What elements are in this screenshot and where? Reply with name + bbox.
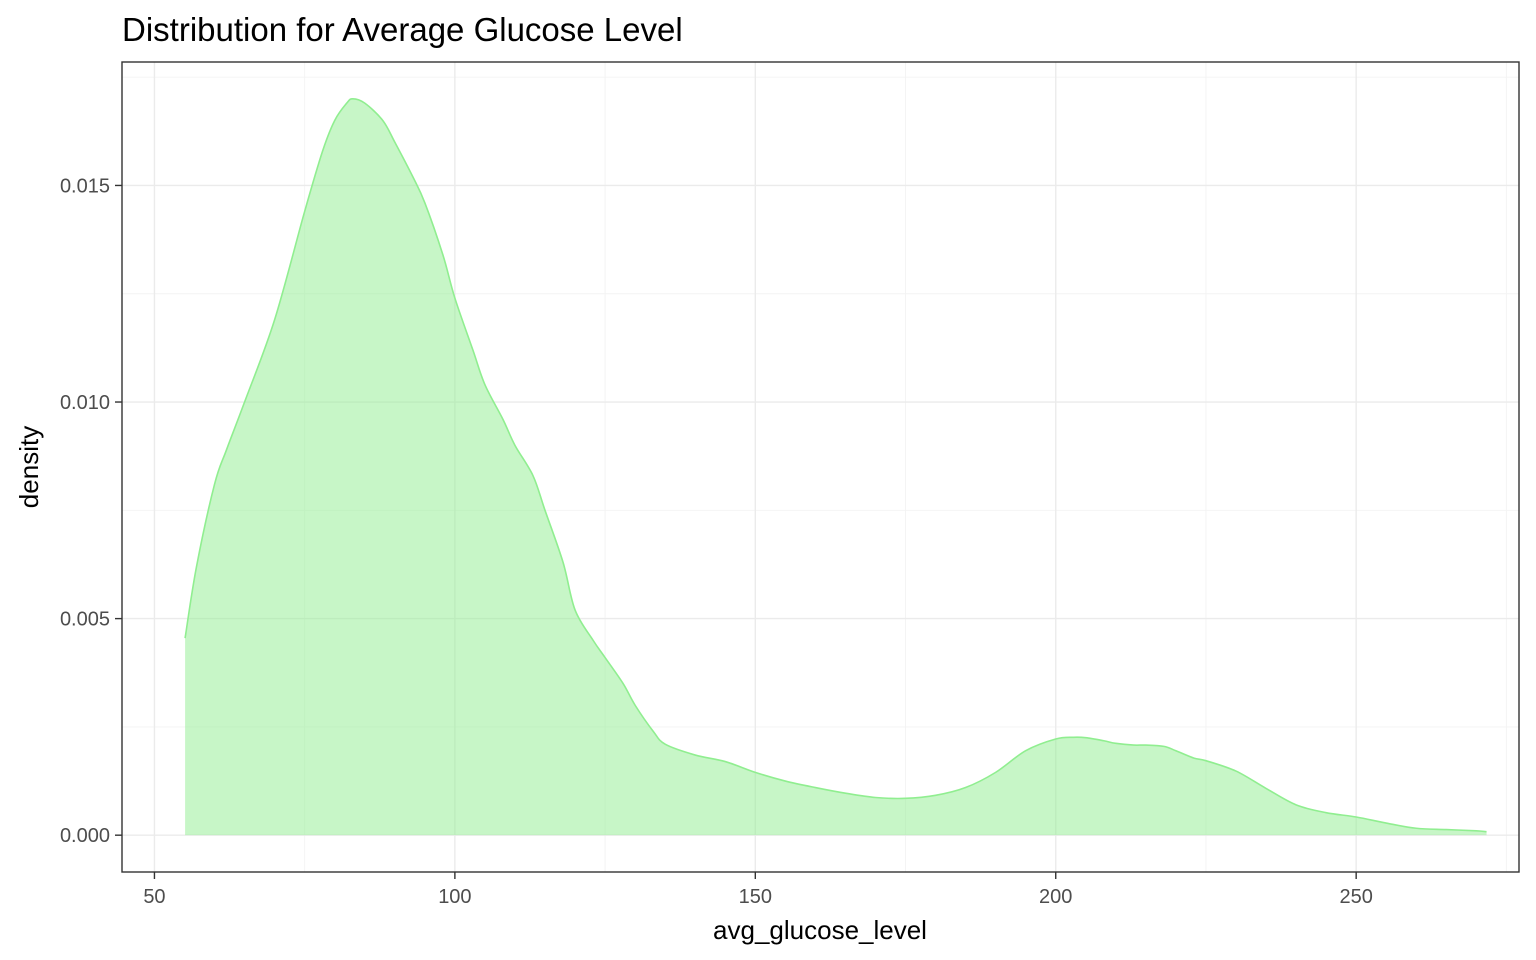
chart-title: Distribution for Average Glucose Level xyxy=(122,11,683,48)
density-area xyxy=(185,98,1487,836)
y-tick-label: 0.010 xyxy=(60,392,110,414)
y-tick-label: 0.015 xyxy=(60,175,110,197)
x-tick-label: 150 xyxy=(739,886,772,908)
y-tick-label: 0.005 xyxy=(60,609,110,631)
y-tick-label: 0.000 xyxy=(60,825,110,847)
major-gridlines xyxy=(122,62,1519,872)
x-tick-label: 200 xyxy=(1039,886,1072,908)
x-tick-label: 100 xyxy=(438,886,471,908)
y-axis-ticks: 0.000 0.005 0.010 0.015 xyxy=(60,175,122,847)
x-tick-label: 250 xyxy=(1339,886,1372,908)
x-axis-title: avg_glucose_level xyxy=(713,915,927,945)
x-tick-label: 50 xyxy=(143,886,165,908)
x-axis-ticks: 50 100 150 200 250 xyxy=(143,872,1373,908)
y-axis-title: density xyxy=(14,426,44,508)
panel-border xyxy=(121,61,1520,873)
density-line xyxy=(184,98,1487,833)
